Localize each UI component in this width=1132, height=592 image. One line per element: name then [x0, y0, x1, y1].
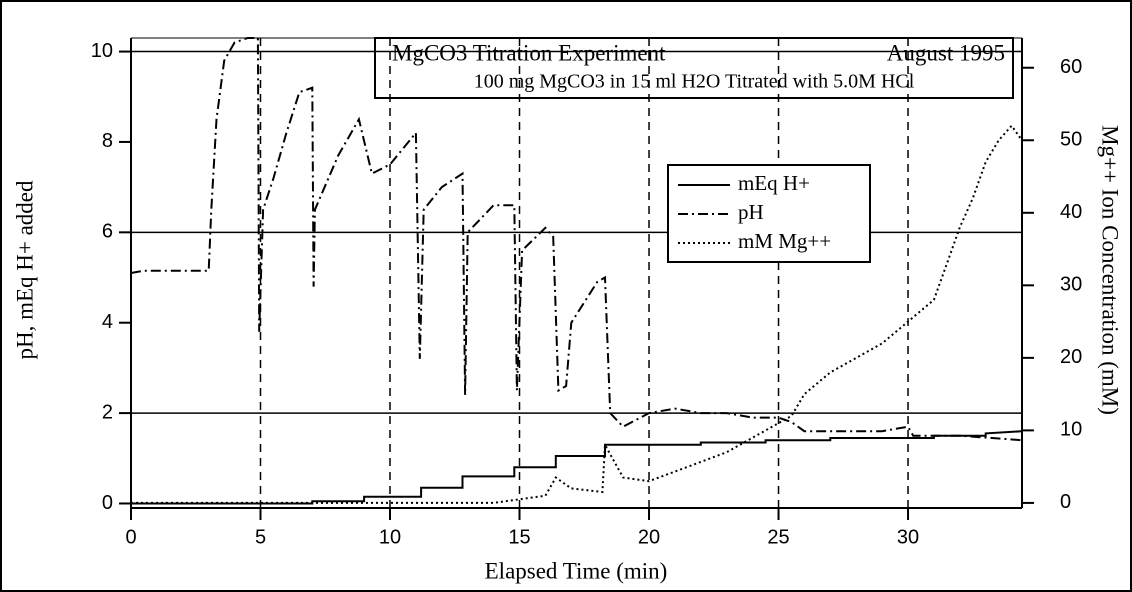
- series-line: [131, 124, 1023, 504]
- y-tick-label: 4: [102, 311, 113, 333]
- x-tick-label: 25: [767, 526, 789, 548]
- x-tick-label: 0: [125, 526, 136, 548]
- y-tick-label: 8: [102, 130, 113, 152]
- y2-tick-label: 0: [1060, 491, 1071, 513]
- x-axis-label: Elapsed Time (min): [485, 558, 668, 583]
- chart-date: August 1995: [887, 40, 1005, 65]
- x-tick-label: 20: [638, 526, 660, 548]
- x-tick-label: 15: [508, 526, 530, 548]
- legend-label: pH: [738, 200, 764, 224]
- series-line: [130, 37, 1023, 442]
- chart-subtitle: 100 mg MgCO3 in 15 ml H2O Titrated with …: [474, 71, 915, 93]
- y-tick-label: 10: [91, 40, 113, 62]
- y2-tick-label: 10: [1060, 419, 1082, 441]
- x-tick-label: 10: [379, 526, 401, 548]
- chart-title: MgCO3 Titration Experiment: [392, 40, 666, 65]
- y2-axis-label: Mg++ Ion Concentration (mM): [1098, 125, 1123, 415]
- y2-tick-label: 30: [1060, 274, 1082, 296]
- series-line: [131, 430, 1023, 505]
- y-axis-label: pH, mEq H+ added: [12, 180, 37, 360]
- y2-tick-label: 20: [1060, 346, 1082, 368]
- x-tick-label: 5: [255, 526, 266, 548]
- y2-tick-label: 60: [1060, 56, 1082, 78]
- x-tick-label: 30: [897, 526, 919, 548]
- y2-tick-label: 40: [1060, 201, 1082, 223]
- legend-label: mEq H+: [738, 171, 810, 195]
- y-tick-label: 6: [102, 221, 113, 243]
- y-tick-label: 2: [102, 401, 113, 423]
- y-tick-label: 0: [102, 492, 113, 514]
- y2-tick-label: 50: [1060, 129, 1082, 151]
- legend-label: mM Mg++: [738, 229, 831, 253]
